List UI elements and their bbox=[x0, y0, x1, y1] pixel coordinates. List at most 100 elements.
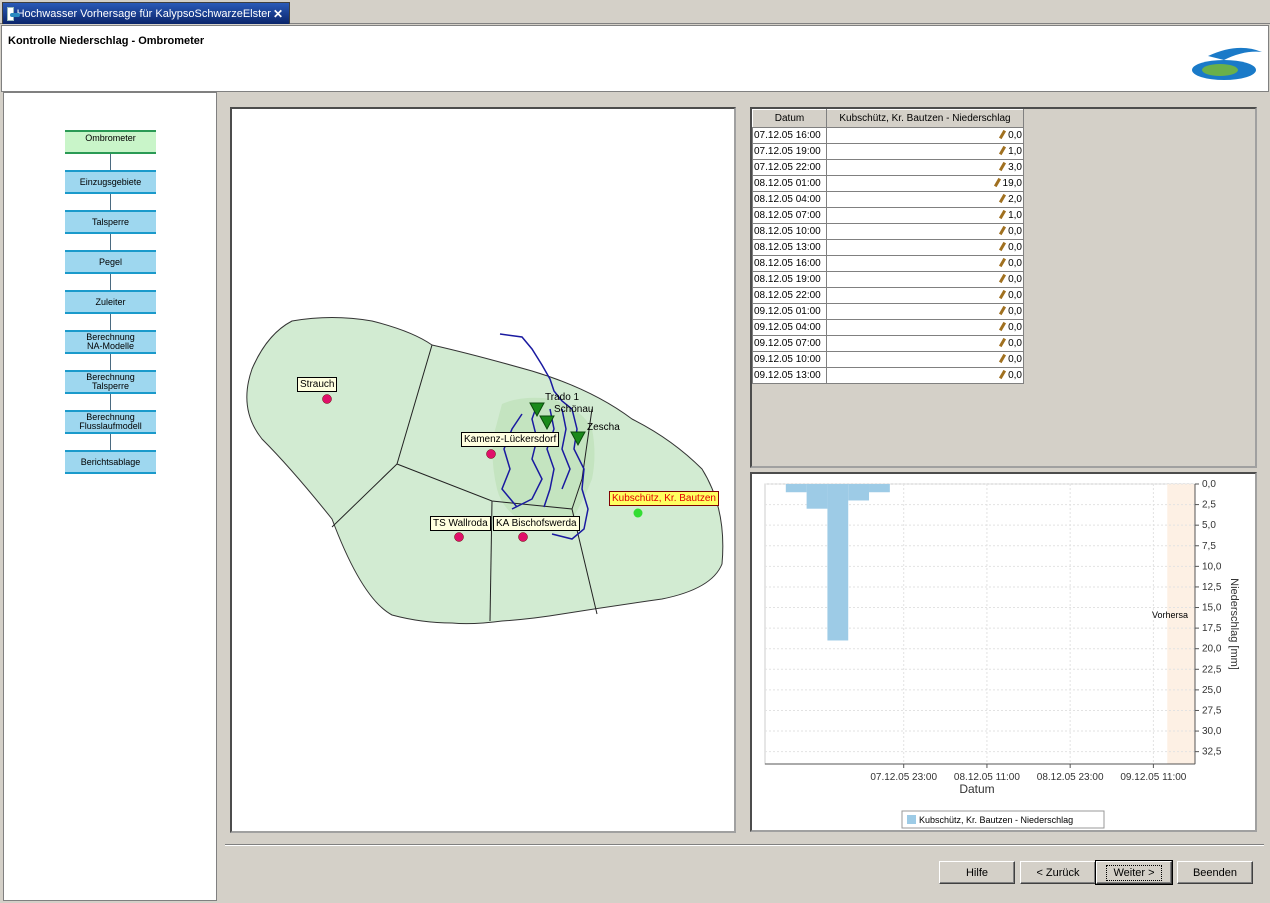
precipitation-bar bbox=[848, 484, 870, 501]
workflow-step-sublabel: NA-Modelle bbox=[86, 341, 135, 351]
workflow-step-3[interactable]: Talsperre bbox=[65, 210, 156, 234]
station-marker[interactable] bbox=[454, 532, 464, 542]
workflow-step-8[interactable]: Berechnung Flusslaufmodell bbox=[65, 410, 156, 434]
value-cell[interactable]: 0,0 bbox=[826, 367, 1024, 384]
next-button-label: Weiter > bbox=[1106, 864, 1162, 881]
date-cell: 08.12.05 10:00 bbox=[752, 223, 827, 240]
wave-logo-icon bbox=[1192, 47, 1262, 80]
table-row[interactable]: 08.12.05 04:00 2,0 bbox=[752, 191, 1024, 208]
table-row[interactable]: 07.12.05 22:00 3,0 bbox=[752, 159, 1024, 176]
back-button[interactable]: < Zurück bbox=[1020, 861, 1096, 884]
gauge-label: Schönau bbox=[554, 404, 594, 415]
gauge-marker[interactable] bbox=[539, 415, 555, 431]
editor-tab[interactable]: Hochwasser Vorhersage für KalypsoSchwarz… bbox=[2, 2, 290, 24]
table-row[interactable]: 08.12.05 22:00 0,0 bbox=[752, 287, 1024, 304]
value-cell[interactable]: 0,0 bbox=[826, 239, 1024, 256]
value-cell[interactable]: 19,0 bbox=[826, 175, 1024, 192]
value-cell[interactable]: 0,0 bbox=[826, 303, 1024, 320]
table-row[interactable]: 08.12.05 10:00 0,0 bbox=[752, 223, 1024, 240]
value-cell[interactable]: 1,0 bbox=[826, 207, 1024, 224]
value-cell[interactable]: 0,0 bbox=[826, 223, 1024, 240]
column-header-value[interactable]: Kubschütz, Kr. Bautzen - Niederschlag bbox=[826, 109, 1024, 128]
x-tick-label: 09.12.05 11:00 bbox=[1120, 772, 1186, 783]
column-header-date[interactable]: Datum bbox=[752, 109, 827, 128]
station-label[interactable]: Kubschütz, Kr. Bautzen bbox=[609, 491, 719, 506]
finish-button[interactable]: Beenden bbox=[1177, 861, 1253, 884]
station-marker[interactable] bbox=[518, 532, 528, 542]
station-label[interactable]: Kamenz-Lückersdorf bbox=[461, 432, 560, 447]
value-cell[interactable]: 1,0 bbox=[826, 143, 1024, 160]
table-row[interactable]: 09.12.05 10:00 0,0 bbox=[752, 351, 1024, 368]
workflow-step-label: Berichtsablage bbox=[80, 456, 141, 467]
value-cell[interactable]: 0,0 bbox=[826, 335, 1024, 352]
table-row[interactable]: 08.12.05 07:00 1,0 bbox=[752, 207, 1024, 224]
edit-pencil-icon bbox=[999, 369, 1007, 380]
edit-pencil-icon bbox=[999, 241, 1007, 252]
table-row[interactable]: 08.12.05 13:00 0,0 bbox=[752, 239, 1024, 256]
table-row[interactable]: 07.12.05 16:00 0,0 bbox=[752, 127, 1024, 144]
value-cell[interactable]: 3,0 bbox=[826, 159, 1024, 176]
workflow-step-sublabel: Talsperre bbox=[91, 381, 129, 391]
workflow-step-7[interactable]: Berechnung Talsperre bbox=[65, 370, 156, 394]
date-cell: 08.12.05 16:00 bbox=[752, 255, 827, 272]
river-network bbox=[499, 333, 589, 540]
station-marker[interactable] bbox=[322, 394, 332, 404]
table-row[interactable]: 09.12.05 13:00 0,0 bbox=[752, 367, 1024, 384]
value-text: 19,0 bbox=[1002, 178, 1022, 189]
station-label[interactable]: Strauch bbox=[297, 377, 338, 392]
gauge-marker[interactable] bbox=[529, 402, 545, 418]
table-row[interactable]: 08.12.05 19:00 0,0 bbox=[752, 271, 1024, 288]
table-row[interactable]: 08.12.05 16:00 0,0 bbox=[752, 255, 1024, 272]
workflow-step-label: Talsperre bbox=[91, 216, 129, 227]
table-row[interactable]: 09.12.05 07:00 0,0 bbox=[752, 335, 1024, 352]
value-cell[interactable]: 0,0 bbox=[826, 351, 1024, 368]
y-tick-label: 12,5 bbox=[1202, 582, 1222, 593]
date-cell: 09.12.05 07:00 bbox=[752, 335, 827, 352]
x-tick-label: 08.12.05 23:00 bbox=[1037, 772, 1104, 783]
workflow-step-4[interactable]: Pegel bbox=[65, 250, 156, 274]
edit-pencil-icon bbox=[999, 161, 1007, 172]
value-cell[interactable]: 0,0 bbox=[826, 255, 1024, 272]
date-cell: 07.12.05 22:00 bbox=[752, 159, 827, 176]
table-row[interactable]: 09.12.05 04:00 0,0 bbox=[752, 319, 1024, 336]
table-row[interactable]: 08.12.05 01:00 19,0 bbox=[752, 175, 1024, 192]
table-row[interactable]: 09.12.05 01:00 0,0 bbox=[752, 303, 1024, 320]
precipitation-bar bbox=[827, 484, 849, 641]
value-cell[interactable]: 0,0 bbox=[826, 287, 1024, 304]
value-cell[interactable]: 2,0 bbox=[826, 191, 1024, 208]
y-tick-label: 15,0 bbox=[1202, 603, 1222, 614]
workflow-step-6[interactable]: Berechnung NA-Modelle bbox=[65, 330, 156, 354]
next-button[interactable]: Weiter > bbox=[1095, 860, 1173, 885]
workflow-step-label: Berechnung bbox=[86, 332, 135, 342]
edit-pencil-icon bbox=[999, 145, 1007, 156]
workflow-step-5[interactable]: Zuleiter bbox=[65, 290, 156, 314]
y-tick-label: 5,0 bbox=[1202, 520, 1216, 531]
date-cell: 09.12.05 04:00 bbox=[752, 319, 827, 336]
value-text: 0,0 bbox=[1008, 226, 1022, 237]
y-tick-label: 22,5 bbox=[1202, 664, 1222, 675]
close-icon[interactable]: ✕ bbox=[272, 6, 283, 21]
date-cell: 08.12.05 13:00 bbox=[752, 239, 827, 256]
value-cell[interactable]: 0,0 bbox=[826, 271, 1024, 288]
date-cell: 08.12.05 22:00 bbox=[752, 287, 827, 304]
gauge-marker[interactable] bbox=[570, 431, 586, 447]
date-cell: 08.12.05 07:00 bbox=[752, 207, 827, 224]
workflow-step-9[interactable]: Berichtsablage bbox=[65, 450, 156, 474]
table-row[interactable]: 07.12.05 19:00 1,0 bbox=[752, 143, 1024, 160]
value-cell[interactable]: 0,0 bbox=[826, 319, 1024, 336]
value-text: 3,0 bbox=[1008, 162, 1022, 173]
station-label[interactable]: TS Wallroda bbox=[430, 516, 491, 531]
main-panel: Strauch Kamenz-Lückersdorf TS Wallroda KA B… bbox=[220, 92, 1269, 901]
catchment-map[interactable] bbox=[232, 109, 734, 831]
edit-pencil-icon bbox=[999, 321, 1007, 332]
station-marker[interactable] bbox=[633, 508, 643, 518]
help-button[interactable]: Hilfe bbox=[939, 861, 1015, 884]
map-view[interactable]: Strauch Kamenz-Lückersdorf TS Wallroda KA B… bbox=[230, 107, 736, 833]
station-label[interactable]: KA Bischofswerda bbox=[493, 516, 580, 531]
precipitation-bar bbox=[869, 484, 890, 493]
value-text: 0,0 bbox=[1008, 338, 1022, 349]
value-cell[interactable]: 0,0 bbox=[826, 127, 1024, 144]
workflow-step-2[interactable]: Einzugsgebiete bbox=[65, 170, 156, 194]
station-marker[interactable] bbox=[486, 449, 496, 459]
workflow-step-1[interactable]: Ombrometer bbox=[65, 130, 156, 154]
